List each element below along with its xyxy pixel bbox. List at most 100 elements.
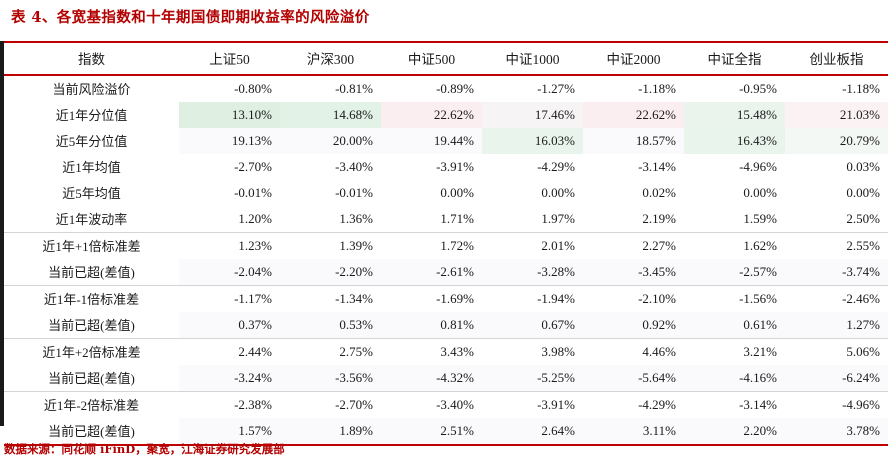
table-cell: -4.29% bbox=[583, 391, 684, 418]
table-row: 当前风险溢价 -0.80% -0.81% -0.89% -1.27% -1.18% -0.9… bbox=[4, 75, 888, 102]
table-cell: 2.50% bbox=[846, 210, 880, 226]
table-cell: 3.43% bbox=[381, 338, 482, 365]
row-label: 近5年分位值 bbox=[55, 134, 128, 149]
table-cell: -3.45% bbox=[583, 259, 684, 286]
table-cell: -2.38% bbox=[179, 391, 280, 418]
table-cell: 1.62% bbox=[684, 232, 785, 259]
table-cell: -4.32% bbox=[381, 365, 482, 392]
row-label: 当前已超(差值) bbox=[4, 418, 179, 446]
table-cell: -1.18% bbox=[842, 80, 880, 96]
table-cell: 0.81% bbox=[381, 312, 482, 339]
table-cell: 0.53% bbox=[280, 312, 381, 339]
table-cell: -0.81% bbox=[335, 80, 373, 96]
table-cell: 15.48% bbox=[684, 102, 785, 128]
table-cell: 3.11% bbox=[583, 418, 684, 446]
table-row: 近1年分位值 13.10% 14.68% 22.62% 17.46% 22.62% 15.4… bbox=[4, 102, 888, 128]
table-cell: 0.03% bbox=[846, 158, 880, 174]
table-cell: 1.57% bbox=[179, 418, 280, 446]
table-cell: 2.27% bbox=[583, 232, 684, 259]
column-header-1: 上证50 bbox=[179, 41, 280, 76]
table-header: 指数 上证50 沪深300 中证500 中证1000 中证2000 中证全指 创业板指 bbox=[4, 41, 888, 76]
row-label: 当前已超(差值) bbox=[4, 259, 179, 286]
table-cell: -3.28% bbox=[482, 259, 583, 286]
table-row: 近5年均值 -0.01% -0.01% 0.00% 0.00% 0.02% 0.00% 0.0… bbox=[4, 180, 888, 206]
table-cell: 2.01% bbox=[482, 232, 583, 259]
row-label: 近5年均值 bbox=[62, 186, 121, 201]
table-cell: -0.95% bbox=[739, 80, 777, 96]
table-cell: 22.62% bbox=[583, 102, 684, 128]
column-header-index: 指数 bbox=[4, 41, 179, 76]
column-header-7: 创业板指 bbox=[785, 41, 888, 76]
table-cell: 0.00% bbox=[846, 184, 880, 200]
table-cell: 1.89% bbox=[280, 418, 381, 446]
table-cell: 1.97% bbox=[541, 210, 575, 226]
row-label: 近1年+2倍标准差 bbox=[4, 338, 179, 365]
table-cell: 19.44% bbox=[381, 128, 482, 154]
table-row: 近1年+1倍标准差 1.23% 1.39% 1.72% 2.01% 2.27% 1.62% 2… bbox=[4, 232, 888, 259]
table-cell: -2.20% bbox=[280, 259, 381, 286]
table-cell: -3.24% bbox=[179, 365, 280, 392]
table-cell: -1.56% bbox=[684, 285, 785, 312]
header-row: 指数 上证50 沪深300 中证500 中证1000 中证2000 中证全指 创业板指 bbox=[4, 41, 888, 76]
table-cell: 0.00% bbox=[743, 184, 777, 200]
table-cell: 16.03% bbox=[482, 128, 583, 154]
table-cell: -4.96% bbox=[739, 158, 777, 174]
row-label: 当前风险溢价 bbox=[52, 82, 131, 97]
table-cell: 2.55% bbox=[785, 232, 888, 259]
table-cell: -2.04% bbox=[179, 259, 280, 286]
table-cell: 2.51% bbox=[381, 418, 482, 446]
table-cell: 17.46% bbox=[482, 102, 583, 128]
row-label: 近1年均值 bbox=[62, 160, 121, 175]
table-cell: -1.18% bbox=[638, 80, 676, 96]
table-cell: -1.94% bbox=[482, 285, 583, 312]
table-cell: -2.10% bbox=[583, 285, 684, 312]
table-cell: -2.70% bbox=[280, 391, 381, 418]
table-cell: 1.71% bbox=[440, 210, 474, 226]
table-cell: -1.34% bbox=[280, 285, 381, 312]
table-cell: 16.43% bbox=[684, 128, 785, 154]
table-cell: -4.29% bbox=[537, 158, 575, 174]
table-cell: -3.91% bbox=[482, 391, 583, 418]
table-cell: -2.61% bbox=[381, 259, 482, 286]
table-row: 当前已超(差值) -3.24% -3.56% -4.32% -5.25% -5.64% -4… bbox=[4, 365, 888, 392]
table-cell: -6.24% bbox=[785, 365, 888, 392]
table-cell: -3.40% bbox=[381, 391, 482, 418]
table-cell: -3.91% bbox=[436, 158, 474, 174]
table-cell: 2.64% bbox=[482, 418, 583, 446]
table-cell: 1.36% bbox=[339, 210, 373, 226]
table-row: 近1年波动率 1.20% 1.36% 1.71% 1.97% 2.19% 1.59% 2.50… bbox=[4, 206, 888, 233]
table-cell: -0.89% bbox=[436, 80, 474, 96]
left-spine-rule bbox=[0, 41, 4, 426]
table-cell: 0.61% bbox=[684, 312, 785, 339]
table-cell: 1.23% bbox=[179, 232, 280, 259]
table-cell: 3.78% bbox=[785, 418, 888, 446]
table-body: 当前风险溢价 -0.80% -0.81% -0.89% -1.27% -1.18% -0.9… bbox=[4, 75, 888, 446]
table-cell: 18.57% bbox=[583, 128, 684, 154]
source-note: 数据来源：同花顺 iFinD，聚宽，江海证券研究发展部 bbox=[4, 442, 285, 456]
table-row: 当前已超(差值) -2.04% -2.20% -2.61% -3.28% -3.45% -2… bbox=[4, 259, 888, 286]
table-cell: 2.75% bbox=[280, 338, 381, 365]
table-cell: 3.98% bbox=[482, 338, 583, 365]
row-label: 近1年波动率 bbox=[55, 212, 128, 227]
table-cell: -5.64% bbox=[583, 365, 684, 392]
column-header-5: 中证2000 bbox=[583, 41, 684, 76]
table-cell: 0.02% bbox=[642, 184, 676, 200]
table-cell: -2.70% bbox=[234, 158, 272, 174]
table-cell: 0.37% bbox=[179, 312, 280, 339]
row-label: 近1年-1倍标准差 bbox=[4, 285, 179, 312]
table-cell: -1.17% bbox=[179, 285, 280, 312]
table-cell: 19.13% bbox=[179, 128, 280, 154]
table-cell: -0.01% bbox=[335, 184, 373, 200]
table-cell: -1.69% bbox=[381, 285, 482, 312]
table-row: 近1年+2倍标准差 2.44% 2.75% 3.43% 3.98% 4.46% 3.21% 5… bbox=[4, 338, 888, 365]
table-cell: 20.79% bbox=[785, 128, 888, 154]
table-cell: 13.10% bbox=[179, 102, 280, 128]
table-cell: -0.80% bbox=[234, 80, 272, 96]
table-row: 近5年分位值 19.13% 20.00% 19.44% 16.03% 18.57% 16.4… bbox=[4, 128, 888, 154]
table-cell: -2.57% bbox=[684, 259, 785, 286]
column-header-3: 中证500 bbox=[381, 41, 482, 76]
table-cell: -3.74% bbox=[785, 259, 888, 286]
table-cell: 0.00% bbox=[440, 184, 474, 200]
table-cell: 1.59% bbox=[743, 210, 777, 226]
